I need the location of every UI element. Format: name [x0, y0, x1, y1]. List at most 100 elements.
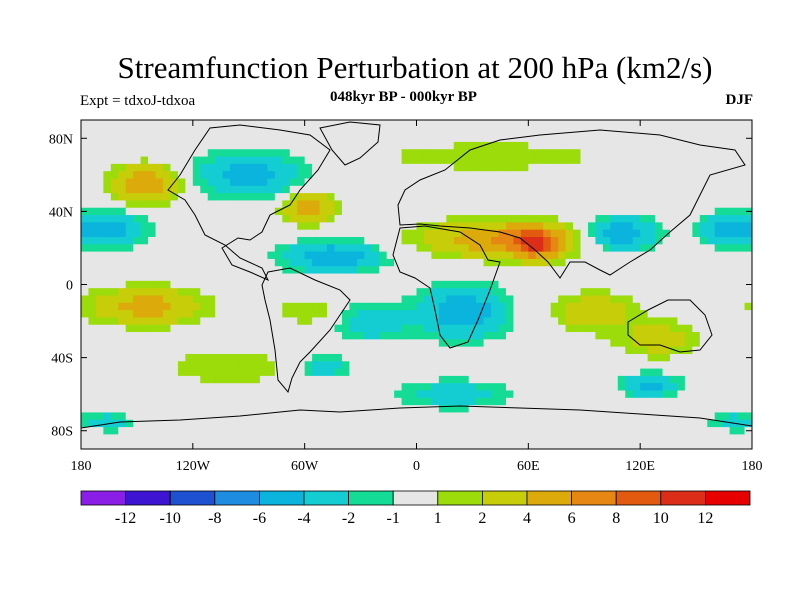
field-cell: [453, 339, 462, 348]
field-cell: [461, 317, 470, 326]
field-cell: [103, 222, 112, 231]
field-cell: [349, 171, 358, 180]
field-cell: [334, 229, 343, 238]
field-cell: [595, 229, 604, 238]
field-cell: [297, 127, 306, 136]
field-cell: [722, 390, 731, 399]
field-cell: [267, 258, 276, 267]
field-cell: [640, 266, 649, 275]
field-cell: [416, 368, 425, 377]
field-cell: [722, 127, 731, 136]
colorbar-swatch: [169, 490, 216, 506]
field-cell: [170, 361, 179, 370]
field-cell: [655, 397, 664, 406]
field-cell: [543, 427, 552, 435]
field-cell: [684, 236, 693, 245]
field-cell: [550, 178, 559, 187]
field-cell: [453, 178, 462, 187]
field-cell: [513, 361, 522, 370]
field-cell: [259, 251, 268, 260]
field-cell: [595, 390, 604, 399]
field-cell: [662, 222, 671, 231]
field-cell: [580, 295, 589, 304]
field-cell: [207, 302, 216, 311]
field-cell: [505, 163, 515, 172]
field-cell: [595, 397, 604, 406]
field-cell: [349, 295, 358, 304]
field-cell: [513, 332, 522, 340]
field-cell: [356, 339, 365, 348]
field-cell: [513, 193, 522, 202]
field-cell: [252, 207, 261, 216]
field-cell: [558, 156, 567, 165]
field-cell: [453, 149, 462, 158]
field-cell: [163, 178, 172, 187]
field-cell: [222, 332, 231, 340]
field-cell: [289, 332, 298, 340]
coast-south-america: [261, 267, 351, 394]
field-cell: [341, 434, 350, 443]
field-cell: [505, 266, 515, 275]
field-cell: [528, 229, 537, 238]
field-cell: [722, 324, 731, 333]
field-cell: [200, 317, 209, 326]
field-cell: [185, 141, 194, 150]
field-cell: [438, 390, 447, 399]
field-cell: [491, 310, 500, 318]
field-cell: [699, 412, 708, 421]
field-cell: [319, 178, 328, 187]
field-cell: [543, 222, 552, 231]
field-cell: [565, 134, 574, 143]
field-cell: [252, 178, 261, 187]
field-cell: [491, 149, 500, 158]
field-cell: [573, 375, 582, 384]
field-cell: [95, 280, 104, 289]
field-cell: [684, 427, 693, 435]
field-cell: [245, 193, 254, 202]
field-cell: [662, 229, 671, 238]
field-cell: [476, 222, 485, 231]
field-cell: [677, 441, 686, 449]
field-cell: [274, 163, 283, 172]
field-cell: [230, 141, 239, 150]
field-cell: [319, 295, 328, 304]
field-cell: [409, 149, 418, 158]
field-cell: [297, 310, 306, 318]
field-cell: [409, 251, 418, 260]
field-cell: [461, 207, 470, 216]
field-cell: [259, 332, 268, 340]
field-cell: [587, 339, 597, 348]
field-cell: [319, 390, 328, 399]
field-cell: [610, 273, 619, 282]
field-cell: [222, 163, 231, 172]
field-cell: [289, 375, 298, 384]
field-cell: [431, 134, 440, 143]
field-cell: [558, 127, 567, 136]
field-cell: [729, 229, 738, 238]
field-cell: [237, 434, 246, 443]
field-cell: [431, 361, 440, 370]
field-cell: [513, 390, 522, 399]
field-cell: [177, 434, 186, 443]
field-cell: [737, 280, 746, 289]
field-cell: [312, 397, 321, 406]
field-cell: [729, 361, 738, 370]
field-cell: [185, 324, 194, 333]
field-cell: [655, 251, 664, 260]
field-cell: [573, 193, 582, 202]
field-cell: [699, 273, 708, 282]
field-cell: [595, 127, 604, 136]
field-cell: [737, 375, 746, 384]
field-cell: [319, 193, 328, 202]
field-cell: [461, 390, 470, 399]
field-cell: [684, 332, 693, 340]
field-cell: [513, 236, 522, 245]
field-cell: [349, 390, 358, 399]
field-cell: [282, 441, 291, 449]
field-cell: [95, 222, 104, 231]
field-cell: [125, 244, 134, 253]
field-cell: [535, 302, 544, 311]
field-cell: [282, 368, 291, 377]
field-cell: [662, 339, 671, 348]
field-cell: [364, 310, 373, 318]
